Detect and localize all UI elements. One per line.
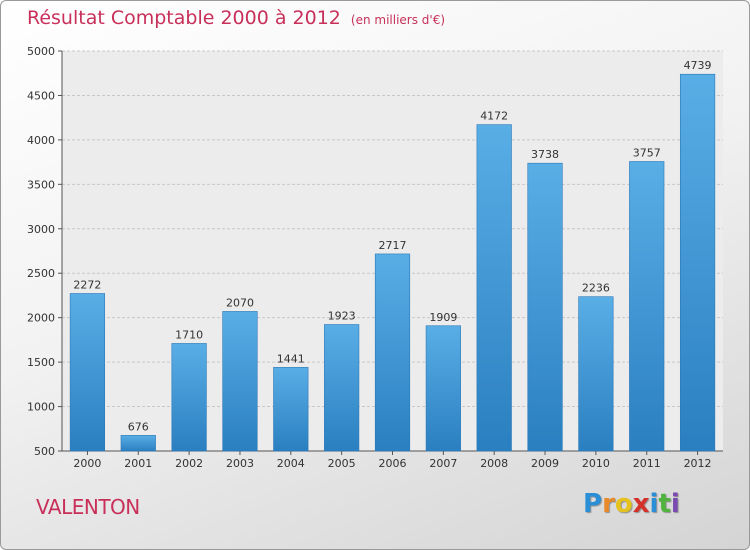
x-tick-label: 2007 — [429, 457, 457, 470]
bar — [374, 253, 411, 452]
bar — [222, 311, 258, 452]
data-label: 676 — [128, 420, 149, 433]
y-tick-label: 3000 — [27, 223, 55, 236]
data-label: 2717 — [379, 239, 407, 252]
x-tick-label: 2012 — [684, 457, 712, 470]
data-label: 2272 — [73, 278, 101, 291]
y-tick-label: 2000 — [27, 312, 55, 325]
bar — [425, 325, 461, 452]
bar — [527, 162, 563, 452]
x-tick-label: 2004 — [277, 457, 305, 470]
y-tick-label: 5000 — [27, 45, 55, 58]
y-tick-label: 3500 — [27, 178, 55, 191]
bar — [69, 293, 106, 452]
x-tick-label: 2010 — [582, 457, 610, 470]
x-tick-label: 2005 — [328, 457, 356, 470]
x-tick-label: 2003 — [226, 457, 254, 470]
data-label: 4739 — [684, 59, 712, 72]
data-label: 2236 — [582, 282, 610, 295]
data-label: 1441 — [277, 352, 305, 365]
logo-letter: i — [670, 489, 680, 519]
x-tick-label: 2008 — [480, 457, 508, 470]
logo-letter: t — [658, 489, 671, 519]
bar — [476, 124, 512, 452]
y-tick-label: 500 — [34, 445, 55, 458]
x-tick-label: 2009 — [531, 457, 559, 470]
data-label: 1710 — [175, 328, 203, 341]
bar — [324, 324, 360, 452]
x-tick-label: 2001 — [124, 457, 152, 470]
subtitle-text: (en milliers d'€) — [350, 13, 446, 27]
proxiti-logo: Proxiti — [583, 489, 680, 519]
bar — [171, 343, 207, 452]
bar — [629, 161, 665, 452]
y-tick-label: 2500 — [27, 267, 55, 280]
logo-letter: r — [602, 489, 615, 519]
data-label: 1909 — [429, 311, 457, 324]
chart-title: Résultat Comptable 2000 à 2012 (en millie… — [27, 7, 445, 29]
x-tick-label: 2000 — [73, 457, 101, 470]
title-text: Résultat Comptable 2000 à 2012 — [27, 7, 341, 29]
logo-letter: P — [583, 489, 603, 519]
logo-letter: o — [614, 489, 633, 519]
bar — [120, 435, 156, 452]
data-label: 3738 — [531, 148, 559, 161]
y-tick-label: 1000 — [27, 401, 55, 414]
data-label: 2070 — [226, 296, 254, 309]
bar — [273, 367, 309, 452]
place-name: VALENTON — [36, 495, 140, 519]
bar — [679, 73, 716, 452]
x-tick-label: 2002 — [175, 457, 203, 470]
y-tick-label: 1500 — [27, 356, 55, 369]
bar — [578, 296, 614, 452]
data-label: 4172 — [480, 110, 508, 123]
y-tick-label: 4000 — [27, 134, 55, 147]
x-tick-label: 2011 — [633, 457, 661, 470]
x-tick-label: 2006 — [379, 457, 407, 470]
logo-letter: i — [649, 489, 659, 519]
y-tick-label: 4500 — [27, 89, 55, 102]
data-label: 1923 — [328, 310, 356, 323]
data-label: 3757 — [633, 146, 661, 159]
logo-letter: x — [632, 489, 650, 519]
